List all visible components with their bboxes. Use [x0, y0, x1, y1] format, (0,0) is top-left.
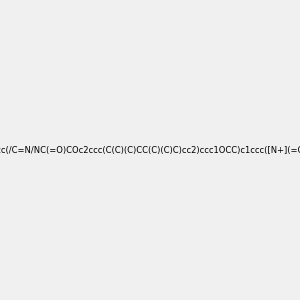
Text: O=C(Oc1cc(/C=N/NC(=O)COc2ccc(C(C)(C)CC(C)(C)C)cc2)ccc1OCC)c1ccc([N+](=O)[O-])cc1: O=C(Oc1cc(/C=N/NC(=O)COc2ccc(C(C)(C)CC(C… — [0, 146, 300, 154]
